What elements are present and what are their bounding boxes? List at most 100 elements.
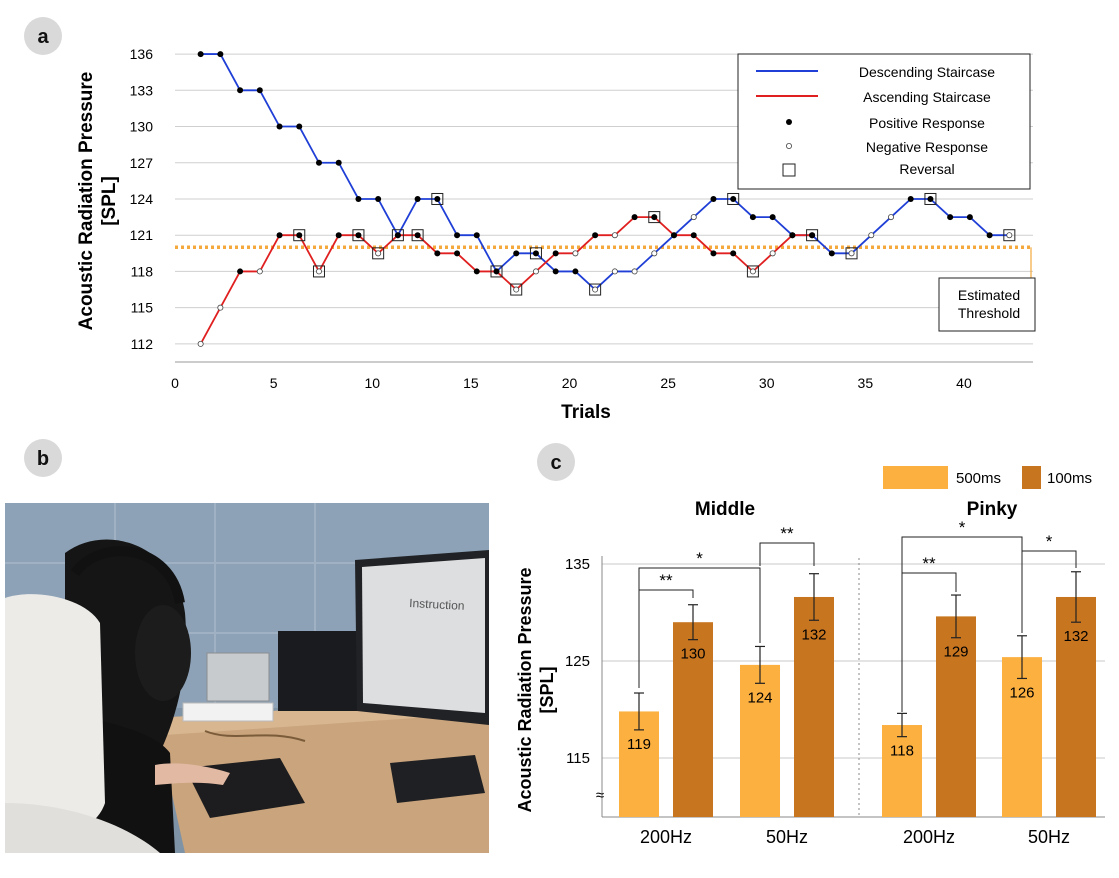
- negative-response-point: [217, 304, 224, 311]
- bar-value-label: 130: [680, 646, 705, 663]
- reversal-marker: [431, 192, 444, 205]
- y-tick-label: 136: [130, 46, 154, 62]
- positive-response-point: [237, 87, 244, 94]
- positive-response-point: [256, 87, 263, 94]
- threshold-label-line1: Estimated: [958, 287, 1020, 303]
- bar-100ms: [936, 616, 976, 817]
- significance-bracket: [638, 567, 761, 688]
- positive-response-point: [552, 268, 559, 275]
- legend-positive-marker: [786, 119, 792, 125]
- negative-response-point: [887, 214, 894, 221]
- bar-100ms: [1056, 596, 1096, 817]
- reversal-marker: [924, 192, 937, 205]
- negative-response-point: [592, 286, 599, 293]
- significance-bracket: [1021, 550, 1077, 633]
- significance-bracket: [901, 572, 957, 712]
- x-tick-label: 5: [270, 375, 278, 391]
- bar-500ms: [619, 711, 659, 817]
- bar-y-tick-label: 135: [565, 556, 590, 573]
- reversal-marker: [391, 229, 404, 242]
- bar-value-label: 124: [747, 689, 772, 706]
- negative-response-point: [848, 250, 855, 257]
- x-tick-label: 20: [562, 375, 578, 391]
- reversal-marker: [510, 283, 523, 296]
- staircase-lines: [199, 53, 1010, 345]
- negative-response-point: [868, 232, 875, 239]
- positive-response-point: [966, 214, 973, 221]
- positive-response-point: [315, 159, 322, 166]
- axis-break-mark: ≈: [596, 787, 604, 804]
- legend-500ms-swatch: [883, 466, 948, 489]
- significance-brackets: *********: [638, 518, 1077, 712]
- positive-response-point: [572, 268, 579, 275]
- negative-response-point: [1006, 232, 1013, 239]
- x-tick-label: 15: [463, 375, 479, 391]
- positive-response-point: [651, 214, 658, 221]
- positive-response-point: [927, 195, 934, 202]
- bar-value-label: 132: [801, 626, 826, 643]
- legend-100ms-label: 100ms: [1047, 470, 1092, 487]
- positive-response-point: [454, 250, 461, 257]
- negative-response-point: [315, 268, 322, 275]
- reversal-marker: [1003, 229, 1016, 242]
- bar-100ms: [673, 622, 713, 817]
- positive-response-point: [237, 268, 244, 275]
- bar-500ms: [1002, 657, 1042, 817]
- negative-response-point: [769, 250, 776, 257]
- reversal-marker: [529, 247, 542, 260]
- staircase-y-axis-title: Acoustic Radiation Pressure: [76, 72, 97, 331]
- bar-category-label: 50Hz: [766, 827, 808, 847]
- positive-response-point: [552, 250, 559, 257]
- x-tick-label: 40: [956, 375, 972, 391]
- staircase-y-axis-unit: [SPL]: [99, 176, 120, 226]
- reversal-marker: [648, 211, 661, 224]
- bars: 119 124 118 126 130 132 129 132: [619, 571, 1096, 817]
- bar-category-label: 50Hz: [1028, 827, 1070, 847]
- significance-label: **: [780, 524, 794, 543]
- staircase-line-descending: [200, 53, 1010, 291]
- bar-legend: 500ms 100ms: [883, 466, 1092, 489]
- positive-response-point: [730, 250, 737, 257]
- bar-y-tick-label: 125: [565, 653, 590, 670]
- bar-y-axis-unit: [SPL]: [537, 667, 557, 714]
- positive-response-point: [355, 195, 362, 202]
- negative-response-point: [749, 268, 756, 275]
- staircase-chart: 112 115 118 121 124 127 130 133 136 0 5 10 15 20 25 30 3…: [76, 46, 1036, 423]
- negative-response-point: [572, 250, 579, 257]
- bar-category-label: 200Hz: [903, 827, 955, 847]
- legend-negative-label: Negative Response: [866, 139, 988, 155]
- positive-response-point: [276, 123, 283, 130]
- positive-response-point: [690, 232, 697, 239]
- negative-response-point: [611, 232, 618, 239]
- legend-500ms-label: 500ms: [956, 470, 1001, 487]
- x-tick-label: 25: [660, 375, 676, 391]
- positive-response-point: [710, 250, 717, 257]
- bar-value-label: 126: [1009, 684, 1034, 701]
- negative-response-point: [375, 250, 382, 257]
- legend-descending-label: Descending Staircase: [859, 64, 995, 80]
- negative-response-point: [631, 268, 638, 275]
- significance-bracket: [638, 589, 694, 598]
- positive-response-point: [394, 232, 401, 239]
- staircase-x-axis-title: Trials: [561, 402, 611, 423]
- negative-response-point: [611, 268, 618, 275]
- panel-c-label: c: [550, 452, 561, 474]
- significance-bracket: [759, 542, 815, 566]
- positive-response-point: [769, 214, 776, 221]
- x-tick-label: 0: [171, 375, 179, 391]
- reversal-marker: [490, 265, 503, 278]
- reversal-marker: [372, 247, 385, 260]
- legend-reversal-label: Reversal: [899, 161, 954, 177]
- positive-response-point: [532, 250, 539, 257]
- significance-label: *: [696, 549, 703, 568]
- bar-y-tick-label: 115: [566, 750, 590, 767]
- positive-response-point: [513, 250, 520, 257]
- positive-response-point: [355, 232, 362, 239]
- y-tick-label: 127: [130, 155, 154, 171]
- staircase-points: [197, 51, 1016, 347]
- positive-response-point: [631, 214, 638, 221]
- positive-response-point: [592, 232, 599, 239]
- positive-response-point: [375, 195, 382, 202]
- significance-label: *: [1046, 532, 1053, 551]
- bar-value-label: 118: [890, 743, 914, 760]
